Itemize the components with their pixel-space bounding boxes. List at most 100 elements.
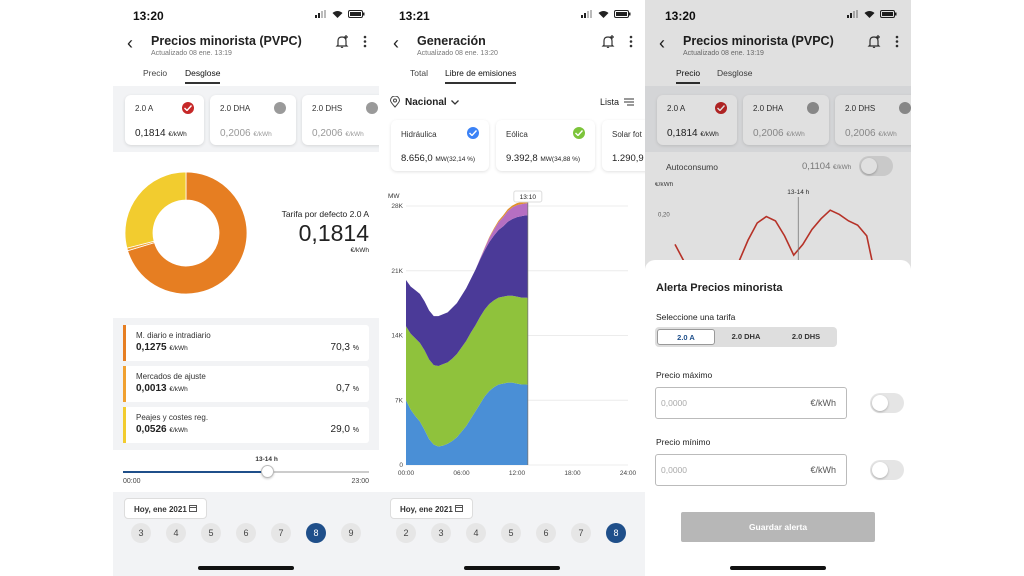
input-unit: €/kWh: [810, 465, 836, 475]
date-picker-button[interactable]: Hoy, ene 2021: [124, 498, 208, 519]
component-value: 0,0526: [136, 424, 167, 435]
slider-fill: [123, 471, 268, 473]
modal-backdrop[interactable]: [645, 0, 911, 276]
max-price-input[interactable]: 0,0000 €/kWh: [655, 387, 847, 419]
donut-slice-0: [127, 171, 248, 295]
save-alert-button[interactable]: Guardar alerta: [681, 512, 875, 542]
source-value: 9.392,8: [506, 153, 538, 164]
more-options-icon[interactable]: [895, 35, 899, 48]
tab-desglose[interactable]: Desglose: [717, 68, 753, 78]
percent-sign: %: [352, 345, 359, 352]
segment-2-0-dhs[interactable]: 2.0 DHS: [791, 332, 821, 341]
tariff-card-2-0-a[interactable]: 2.0 A 0,1814 €/kWh: [657, 95, 737, 145]
more-options-icon[interactable]: [629, 35, 633, 48]
chevron-down-icon[interactable]: [451, 100, 459, 105]
day-button[interactable]: 3: [431, 523, 451, 543]
add-alert-icon[interactable]: [601, 34, 615, 48]
home-indicator: [464, 566, 560, 570]
segment-2-0-a[interactable]: 2.0 A: [657, 329, 715, 345]
back-arrow-icon[interactable]: ‹: [659, 33, 665, 53]
tariff-card-2-0-dha[interactable]: 2.0 DHA 0,2006 €/kWh: [210, 95, 296, 145]
tab-precio[interactable]: Precio: [143, 68, 168, 78]
more-options-icon[interactable]: [363, 35, 367, 48]
tariff-card-2-0-a[interactable]: 2.0 A 0,1814 €/kWh: [125, 95, 204, 145]
segment-2-0-dha[interactable]: 2.0 DHA: [731, 332, 761, 341]
component-unit: €/kWh: [169, 427, 188, 434]
price-donut-chart: [124, 171, 248, 295]
status-bar: 13:21: [379, 0, 645, 32]
min-price-input[interactable]: 0,0000 €/kWh: [655, 454, 847, 486]
day-button[interactable]: 6: [236, 523, 256, 543]
generation-area-chart[interactable]: 0 7K 14K 21K 28K MW 00:00 06:00 12:00 18:00 24:00 1…: [384, 186, 640, 486]
min-price-toggle[interactable]: [870, 460, 904, 480]
color-bar: [123, 325, 126, 361]
slider-track[interactable]: [123, 465, 369, 478]
percent-sign: %: [352, 427, 359, 434]
tab-bar: Total Libre de emisiones: [379, 66, 645, 86]
day-button[interactable]: 6: [536, 523, 556, 543]
component-percent: 70,3: [330, 342, 350, 353]
day-button[interactable]: 3: [131, 523, 151, 543]
add-alert-icon[interactable]: [867, 34, 881, 48]
tariff-card-2-0-dha[interactable]: 2.0 DHA 0,2006 €/kWh: [743, 95, 829, 145]
day-button[interactable]: 7: [571, 523, 591, 543]
max-price-toggle[interactable]: [870, 393, 904, 413]
wifi-icon: [332, 11, 343, 18]
tab-desglose[interactable]: Desglose: [185, 68, 221, 84]
component-percent: 29,0: [330, 424, 350, 435]
day-button[interactable]: 7: [271, 523, 291, 543]
source-card-solar[interactable]: Solar fot 1.290,9: [602, 120, 645, 171]
day-button[interactable]: 4: [166, 523, 186, 543]
list-view-button[interactable]: Lista: [599, 97, 619, 107]
tab-precio[interactable]: Precio: [676, 68, 701, 84]
donut-panel: Tarifa por defecto 2.0 A 0,1814 €/kWh: [113, 152, 379, 318]
x-tick-label: 12:00: [509, 470, 526, 477]
add-alert-icon[interactable]: [335, 34, 349, 48]
area-series-3: [406, 203, 528, 317]
day-button[interactable]: 9: [341, 523, 361, 543]
calendar-icon: [189, 505, 198, 512]
list-icon[interactable]: [624, 98, 634, 106]
source-value: 1.290,9: [612, 153, 644, 164]
region-selector[interactable]: Nacional: [405, 97, 447, 108]
day-button-selected[interactable]: 8: [306, 523, 326, 543]
date-picker-button[interactable]: Hoy, ene 2021: [390, 498, 474, 519]
source-percent: (32,14 %): [446, 156, 476, 163]
battery-icon: [614, 10, 631, 18]
unchecked-icon: [274, 102, 286, 114]
back-arrow-icon[interactable]: ‹: [393, 33, 399, 53]
autoconsumo-row: Autoconsumo 0,1104 €/kWh: [645, 152, 911, 182]
autoconsumo-value: 0,1104: [802, 161, 831, 172]
battery-icon: [348, 10, 365, 18]
source-card-hidraulica[interactable]: Hidráulica 8.656,0 MW(32,14 %): [391, 120, 489, 171]
tab-libre-emisiones[interactable]: Libre de emisiones: [445, 68, 517, 84]
phone-price-breakdown: 13:20 ‹ Precios minorista (PVPC) Actuali…: [113, 0, 379, 576]
location-pin-icon: [390, 96, 400, 108]
y-tick-label: 28K: [391, 203, 403, 210]
tab-total[interactable]: Total: [410, 68, 428, 78]
status-icons: [315, 10, 365, 18]
slider-label: 13-14 h: [255, 456, 278, 463]
component-label: Mercados de ajuste: [136, 372, 206, 381]
signal-icon: [581, 10, 592, 18]
back-arrow-icon[interactable]: ‹: [127, 33, 133, 53]
component-value: 0,0013: [136, 383, 167, 394]
unchecked-icon: [807, 102, 819, 114]
day-button[interactable]: 5: [501, 523, 521, 543]
wifi-icon: [864, 11, 875, 18]
status-time: 13:21: [399, 9, 430, 23]
signal-icon: [315, 10, 326, 18]
day-button-selected[interactable]: 8: [606, 523, 626, 543]
day-button[interactable]: 2: [396, 523, 416, 543]
tariff-card-2-0-dhs[interactable]: 2.0 DHS 0,2006 €/kWh: [835, 95, 911, 145]
slider-handle[interactable]: [260, 465, 274, 478]
day-button[interactable]: 4: [466, 523, 486, 543]
tariff-select-label: Seleccione una tarifa: [656, 312, 736, 322]
source-card-eolica[interactable]: Eólica 9.392,8 MW(34,88 %): [496, 120, 595, 171]
toggle-knob: [872, 395, 888, 411]
input-placeholder: 0,0000: [661, 398, 687, 408]
tariff-card-2-0-dhs[interactable]: 2.0 DHS 0,2006 €/kWh: [302, 95, 379, 145]
status-icons: [847, 10, 897, 18]
day-button[interactable]: 5: [201, 523, 221, 543]
autoconsumo-toggle[interactable]: [859, 156, 893, 176]
